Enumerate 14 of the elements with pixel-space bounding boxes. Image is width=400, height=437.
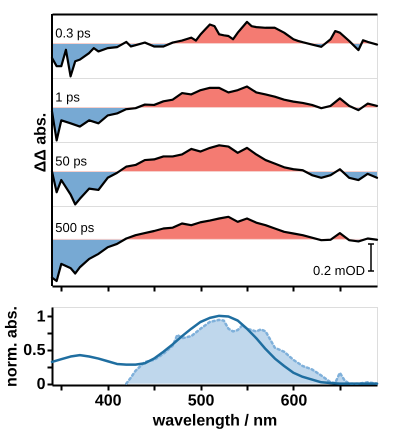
x-tick-label: 400 [94, 392, 122, 410]
y-axis-title: norm. abs. [3, 306, 20, 387]
series-label: 500 ps [55, 220, 95, 236]
series-label: 0.3 ps [55, 25, 92, 40]
series-label: 50 ps [55, 153, 88, 168]
x-axis-title: wavelength / nm [152, 412, 278, 430]
x-tick-label: 500 [188, 392, 215, 410]
series-label: 1 ps [55, 89, 80, 104]
annotation: 0.2 mOD [312, 263, 365, 278]
x-tick-label: 600 [280, 392, 308, 410]
y-tick-label: 0 [36, 376, 46, 394]
y-tick-label: 0.5 [23, 342, 46, 360]
y-axis-title: ΔΔ abs. [32, 112, 50, 172]
y-tick-label: 1 [36, 308, 46, 326]
